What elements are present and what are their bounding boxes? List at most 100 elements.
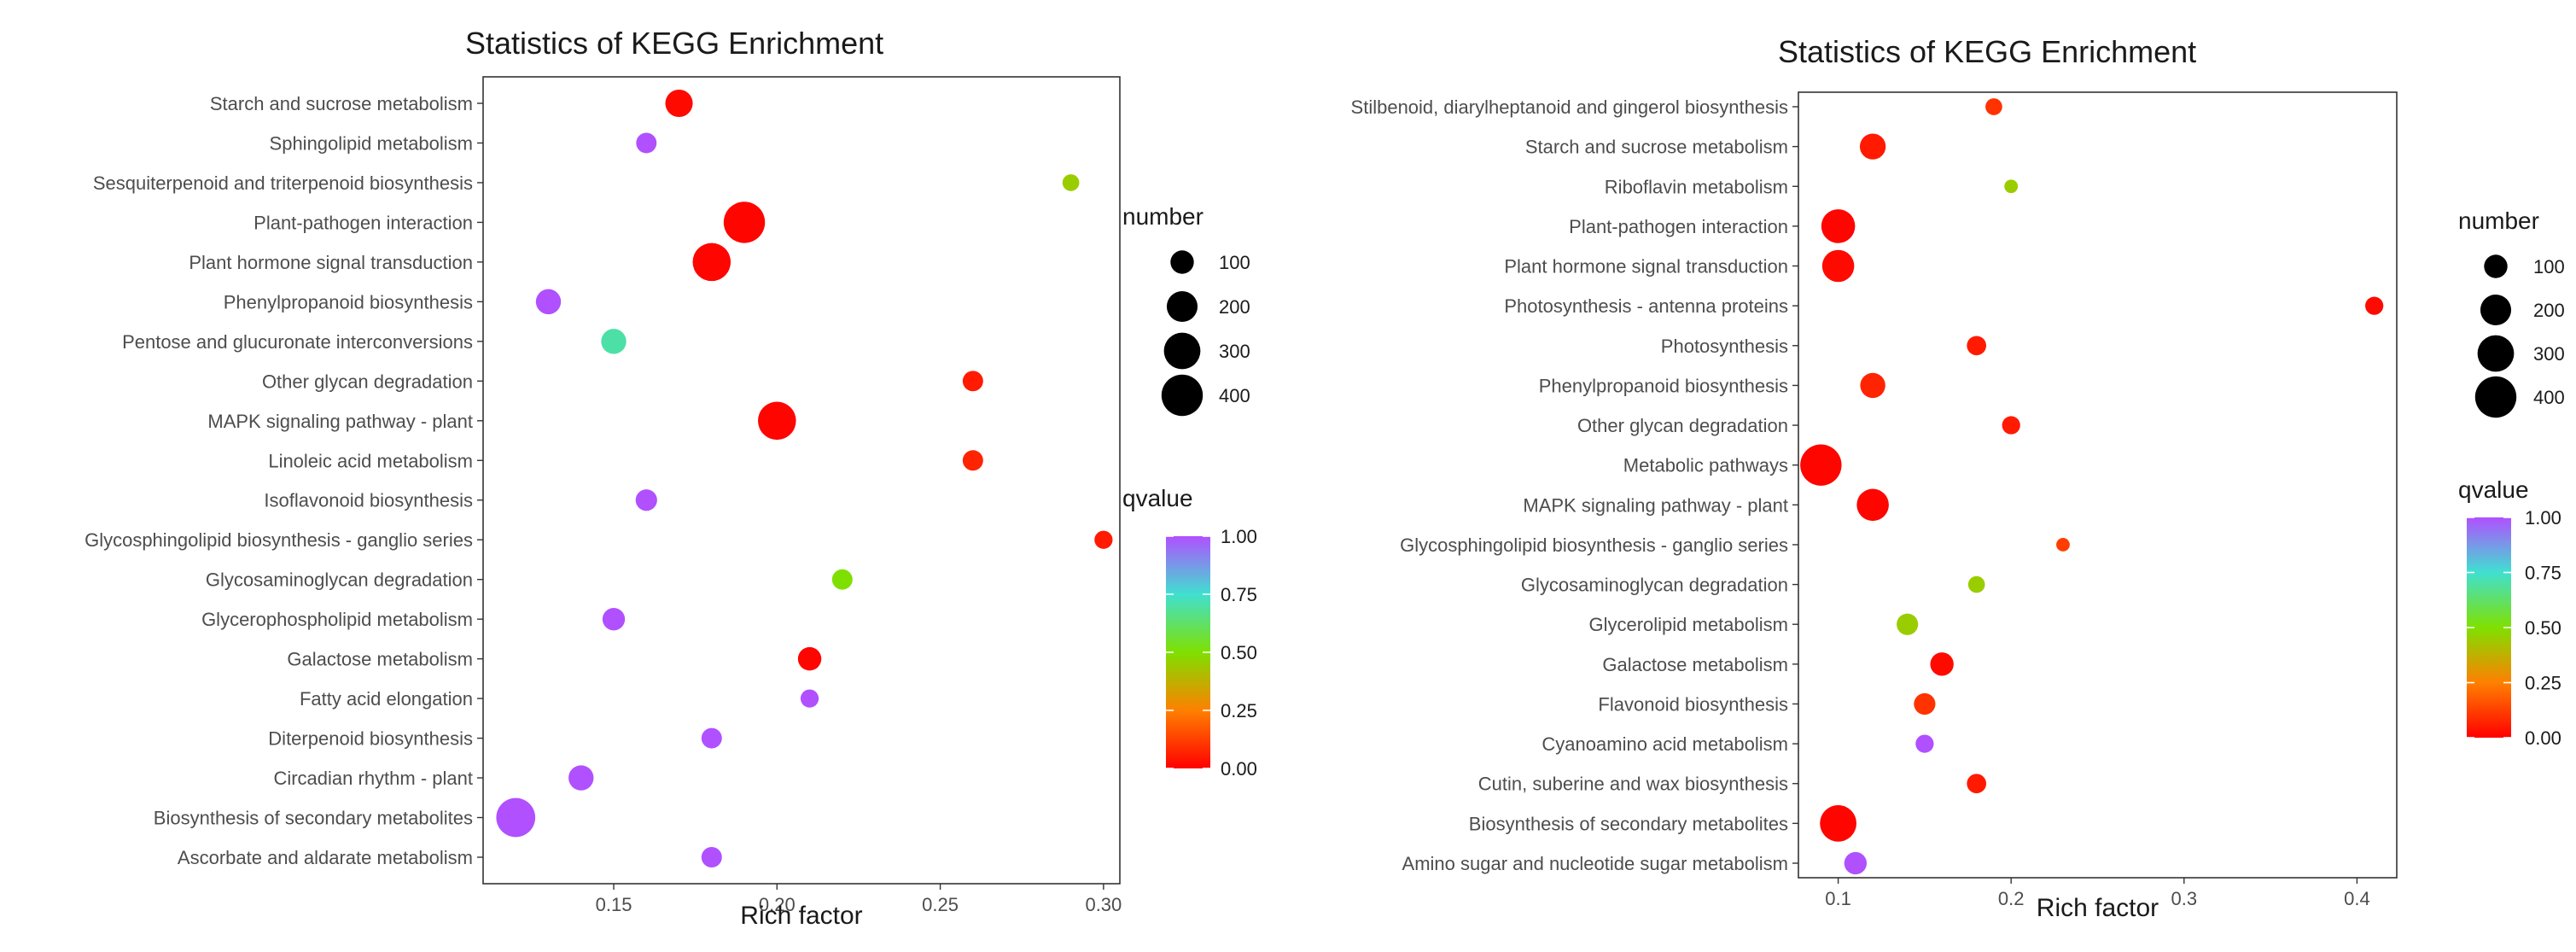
- chart2-point: [2365, 296, 2384, 315]
- chart2-point: [1844, 851, 1868, 875]
- chart1-x-tick-label: 0.30: [1085, 894, 1122, 915]
- chart1-size-legend-dot: [1170, 250, 1194, 274]
- chart2-size-legend-label: 300: [2533, 343, 2565, 365]
- chart2-color-legend-label: 0.50: [2525, 617, 2561, 639]
- chart2-color-legend-label: 1.00: [2525, 507, 2561, 529]
- chart2-color-legend-label: 0.75: [2525, 563, 2561, 584]
- chart2-y-label: Galactose metabolism: [1602, 654, 1788, 675]
- chart2-y-label: Other glycan degradation: [1577, 415, 1788, 436]
- chart1-x-tick-label: 0.25: [922, 894, 959, 915]
- chart1-point: [665, 89, 693, 118]
- chart1-y-label: Ascorbate and aldarate metabolism: [178, 847, 473, 868]
- chart1-title: Statistics of KEGG Enrichment: [465, 26, 883, 61]
- chart2-size-legend-label: 200: [2533, 300, 2565, 321]
- chart2-y-label: Plant hormone signal transduction: [1504, 256, 1788, 277]
- chart2-point: [1820, 804, 1856, 842]
- chart1-y-label: Sesquiterpenoid and triterpenoid biosynt…: [93, 172, 473, 194]
- chart2-y-label: Starch and sucrose metabolism: [1525, 137, 1788, 158]
- chart2-point: [1985, 98, 2002, 115]
- chart1-y-label: Galactose metabolism: [287, 649, 473, 670]
- chart2-x-tick-label: 0.2: [1998, 888, 2025, 909]
- chart1-point: [831, 569, 853, 590]
- chart2-y-label: Glycosphingolipid biosynthesis - ganglio…: [1400, 534, 1788, 556]
- chart1-point: [568, 765, 594, 791]
- chart1-y-label: Linoleic acid metabolism: [268, 450, 473, 471]
- chart2-x-tick-label: 0.1: [1825, 888, 1851, 909]
- chart1-y-label: Biosynthesis of secondary metabolites: [154, 808, 473, 829]
- chart1-x-axis-title: Rich factor: [740, 902, 862, 930]
- chart2-color-legend-label: 0.25: [2525, 673, 2561, 694]
- chart2-size-legend-dot: [2474, 376, 2517, 418]
- chart1-size-legend-title: number: [1122, 203, 1203, 230]
- chart2-y-label: MAPK signaling pathway - plant: [1523, 494, 1788, 516]
- chart1-point: [962, 450, 983, 471]
- chart2-size-legend-dot: [2477, 335, 2515, 372]
- chart2-y-label: Phenylpropanoid biosynthesis: [1539, 375, 1788, 396]
- chart1-point: [797, 646, 822, 671]
- chart2-point: [2004, 179, 2019, 194]
- chart2-size-legend-dot: [2480, 294, 2512, 326]
- chart1-point: [800, 689, 819, 708]
- chart2-x-axis-title: Rich factor: [2037, 894, 2159, 922]
- chart1-y-label: Glycosaminoglycan degradation: [206, 569, 473, 591]
- chart1-y-label: Glycosphingolipid biosynthesis - ganglio…: [85, 529, 473, 551]
- chart2-point: [2002, 416, 2020, 435]
- chart1-size-legend-dot: [1166, 290, 1198, 323]
- chart2-point: [1967, 774, 1987, 794]
- chart1-y-label: Pentose and glucuronate interconversions: [122, 331, 473, 353]
- chart1-point: [1094, 530, 1113, 549]
- chart2-color-legend-title: qvalue: [2458, 476, 2529, 503]
- chart1-point: [602, 607, 626, 631]
- chart2-point: [1821, 209, 1856, 243]
- chart2-y-label: Flavonoid biosynthesis: [1598, 693, 1788, 715]
- chart2-y-label: Metabolic pathways: [1623, 455, 1788, 476]
- chart2-color-legend-label: 0.00: [2525, 727, 2561, 749]
- chart1-point: [758, 401, 796, 441]
- chart2-point: [1821, 249, 1855, 283]
- chart2-y-label: Stilbenoid, diarylheptanoid and gingerol…: [1351, 96, 1788, 118]
- chart2-size-legend-label: 400: [2533, 387, 2565, 408]
- chart1-size-legend-label: 200: [1219, 296, 1250, 318]
- chart1-y-label: Circadian rhythm - plant: [273, 768, 473, 789]
- chart1-y-label: Other glycan degradation: [262, 371, 473, 392]
- chart1-y-label: MAPK signaling pathway - plant: [207, 411, 473, 432]
- chart2-size-legend-title: number: [2458, 207, 2539, 234]
- chart1-color-legend-label: 0.00: [1221, 758, 1257, 780]
- chart1-y-label: Fatty acid elongation: [300, 688, 473, 710]
- chart2-point: [1915, 734, 1934, 753]
- chart1-y-label: Glycerophospholipid metabolism: [201, 609, 473, 630]
- chart2-point: [1856, 488, 1889, 522]
- chart2-y-label: Glycerolipid metabolism: [1588, 614, 1788, 635]
- chart1-color-legend-label: 1.00: [1221, 526, 1257, 547]
- chart1-x-tick-label: 0.20: [759, 894, 796, 915]
- chart2-title: Statistics of KEGG Enrichment: [1778, 34, 2196, 69]
- chart2-y-label: Biosynthesis of secondary metabolites: [1469, 813, 1788, 834]
- chart1-point: [692, 242, 731, 282]
- chart2-y-label: Photosynthesis - antenna proteins: [1504, 295, 1788, 317]
- chart1-color-legend-label: 0.75: [1221, 584, 1257, 605]
- chart2-plot-panel: [1798, 91, 2398, 879]
- chart2-point: [1914, 692, 1936, 715]
- chart1-color-legend-label: 0.50: [1221, 642, 1257, 663]
- chart1-color-legend-title: qvalue: [1122, 485, 1193, 511]
- chart2-y-label: Photosynthesis: [1661, 336, 1788, 357]
- chart2-point: [1860, 372, 1885, 399]
- chart1-point: [962, 371, 983, 392]
- chart1-point: [723, 201, 766, 243]
- chart1-point: [635, 489, 657, 511]
- chart2-point: [1897, 613, 1919, 635]
- chart2-size-legend-dot: [2484, 254, 2508, 278]
- chart2-point: [1967, 336, 1987, 356]
- chart1-y-label: Sphingolipid metabolism: [270, 132, 473, 154]
- chart1-point: [636, 132, 657, 154]
- chart2-size-legend-label: 100: [2533, 256, 2565, 277]
- chart1-y-label: Plant-pathogen interaction: [254, 212, 473, 233]
- chart2-y-label: Glycosaminoglycan degradation: [1521, 575, 1788, 596]
- chart2-y-label: Cyanoamino acid metabolism: [1542, 733, 1788, 755]
- chart2-x-tick-label: 0.3: [2171, 888, 2198, 909]
- chart1-y-label: Diterpenoid biosynthesis: [268, 728, 473, 750]
- chart1-y-label: Phenylpropanoid biosynthesis: [224, 291, 473, 312]
- chart2-point: [2056, 538, 2070, 552]
